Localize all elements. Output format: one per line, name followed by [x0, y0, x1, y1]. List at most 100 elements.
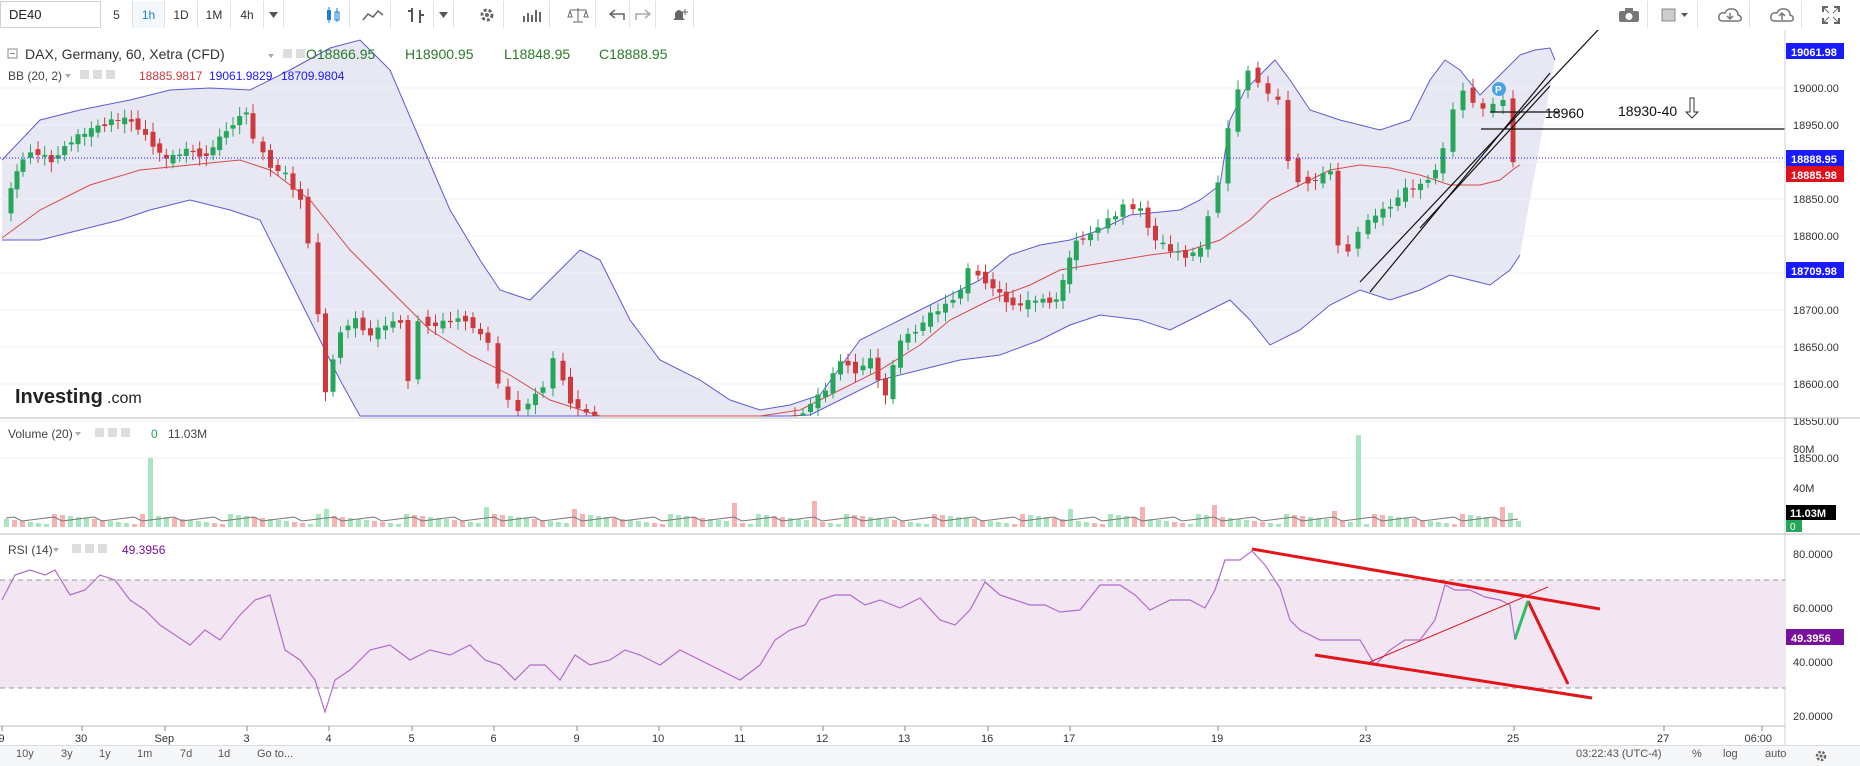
settings-button[interactable]	[470, 1, 504, 28]
chevron-down-icon[interactable]	[65, 74, 71, 78]
rsi-projection-line[interactable]	[1526, 600, 1570, 685]
layout-button[interactable]	[1654, 1, 1698, 28]
range-1d-button[interactable]: 1d	[218, 748, 231, 760]
volume-bar	[1132, 517, 1137, 527]
channel-line-1[interactable]	[1369, 72, 1551, 293]
current-price-badge	[1786, 150, 1844, 166]
drawing-tools-button[interactable]	[400, 1, 434, 28]
chevron-down-icon[interactable]	[268, 54, 274, 58]
range-7d-button[interactable]: 7d	[180, 748, 193, 760]
volume-bar	[1028, 515, 1033, 527]
volume-pane[interactable]: Volume (20) 0 11.03M 80M 40M 11.03M 0	[4, 427, 1836, 533]
volume-bar	[556, 522, 561, 527]
volume-bar	[1444, 523, 1449, 527]
redo-button[interactable]	[630, 1, 656, 28]
volume-bar	[468, 522, 473, 527]
interval-1h-button[interactable]: 1h	[133, 1, 165, 28]
visibility-icon[interactable]	[72, 544, 81, 553]
drawing-dropdown-button[interactable]	[434, 1, 454, 28]
visibility-icon[interactable]	[80, 70, 89, 79]
price-chart[interactable]: P 18960 18930-40 DAX, Germany, 60, Xetra…	[0, 30, 1860, 765]
candle-body	[830, 373, 836, 394]
settings-small-icon[interactable]	[296, 49, 305, 58]
volume-bar	[348, 518, 353, 527]
interval-4h-button[interactable]: 4h	[231, 1, 264, 28]
alert-button[interactable]	[664, 1, 694, 28]
collapse-toggle-icon[interactable]	[7, 48, 18, 59]
fullscreen-button[interactable]	[1814, 1, 1848, 28]
rsi-support-trendline[interactable]	[1314, 653, 1593, 700]
volume-bar	[420, 516, 425, 527]
volume-bar	[988, 521, 993, 527]
pivot-marker-icon[interactable]	[1492, 82, 1506, 96]
interval-5m-button[interactable]: 5	[101, 1, 133, 28]
indicators-button[interactable]	[514, 1, 550, 28]
volume-bar	[724, 521, 729, 527]
visibility-icon[interactable]	[283, 49, 292, 58]
time-axis[interactable]: 9 30 Sep 3 4 5 6 9 10 11 12 13 16 17 19 23 25 27 06:00	[0, 726, 1772, 745]
rsi-pane[interactable]: RSI (14) 49.3956 80.0000 60.0000 40.0000…	[0, 543, 1844, 723]
chevron-down-icon[interactable]	[75, 432, 81, 436]
candle-body	[792, 415, 798, 417]
rsi-resistance-trendline[interactable]	[1251, 547, 1601, 611]
bell-plus-icon	[672, 8, 688, 20]
load-chart-button[interactable]	[1710, 1, 1750, 28]
rsi-value: 49.3956	[122, 543, 166, 557]
percent-toggle[interactable]: %	[1692, 748, 1702, 760]
volume-bar	[1004, 523, 1009, 527]
volume-bar	[572, 509, 577, 527]
volume-current-badge	[1786, 505, 1836, 520]
range-3y-button[interactable]: 3y	[61, 748, 73, 760]
main-pane[interactable]: P 18960 18930-40	[0, 30, 1785, 459]
chart-type-line-button[interactable]	[355, 1, 391, 28]
interval-1d-button[interactable]: 1D	[165, 1, 198, 28]
visibility-icon[interactable]	[95, 428, 104, 437]
close-small-icon[interactable]	[121, 428, 130, 437]
log-toggle[interactable]: log	[1723, 748, 1738, 760]
volume-bar	[44, 524, 49, 527]
interval-1m-button[interactable]: 1M	[198, 1, 231, 28]
volume-bar	[212, 523, 217, 527]
interval-dropdown-button[interactable]	[264, 1, 284, 28]
trendline-upper[interactable]	[1359, 30, 1615, 283]
rsi-rising-line[interactable]	[1369, 586, 1549, 663]
candle-body	[1373, 215, 1378, 223]
undo-button[interactable]	[604, 1, 630, 28]
snapshot-button[interactable]	[1610, 1, 1648, 28]
channel-line-2[interactable]	[1419, 85, 1551, 229]
time-tick-label: 9	[0, 733, 5, 745]
range-1y-button[interactable]: 1y	[99, 748, 111, 760]
time-tick-label: 3	[244, 733, 250, 745]
goto-button[interactable]: Go to...	[257, 748, 294, 760]
candle-body	[203, 153, 209, 156]
volume-bar	[716, 520, 721, 527]
candle-body	[868, 358, 873, 369]
camera-icon	[1618, 7, 1639, 22]
candle-body	[525, 403, 531, 410]
candle-body	[463, 315, 468, 322]
save-chart-button[interactable]	[1762, 1, 1802, 28]
settings-small-icon[interactable]	[108, 428, 117, 437]
close-small-icon[interactable]	[106, 70, 115, 79]
candle-body	[323, 313, 328, 393]
settings-small-icon[interactable]	[85, 544, 94, 553]
chevron-down-icon[interactable]	[53, 548, 59, 552]
brand-suffix: .com	[107, 390, 142, 407]
symbol-search-input[interactable]: DE40	[0, 1, 101, 28]
main-grid	[0, 87, 1785, 459]
candle-body	[250, 113, 256, 139]
candles-style-button[interactable]	[316, 1, 350, 28]
volume-bar	[308, 524, 313, 527]
compare-button[interactable]	[560, 1, 596, 28]
auto-toggle[interactable]: auto	[1765, 748, 1787, 760]
range-10y-button[interactable]: 10y	[16, 748, 34, 760]
candle-body	[1470, 87, 1476, 103]
range-1m-button[interactable]: 1m	[137, 748, 153, 760]
volume-bar	[540, 520, 545, 527]
close-small-icon[interactable]	[98, 544, 107, 553]
settings-small-icon[interactable]	[93, 70, 102, 79]
rsi-bounce-line[interactable]	[1513, 600, 1530, 640]
gear-icon[interactable]	[1814, 749, 1828, 763]
bb-title: BB (20, 2)	[8, 69, 62, 83]
candle-body	[283, 172, 288, 175]
